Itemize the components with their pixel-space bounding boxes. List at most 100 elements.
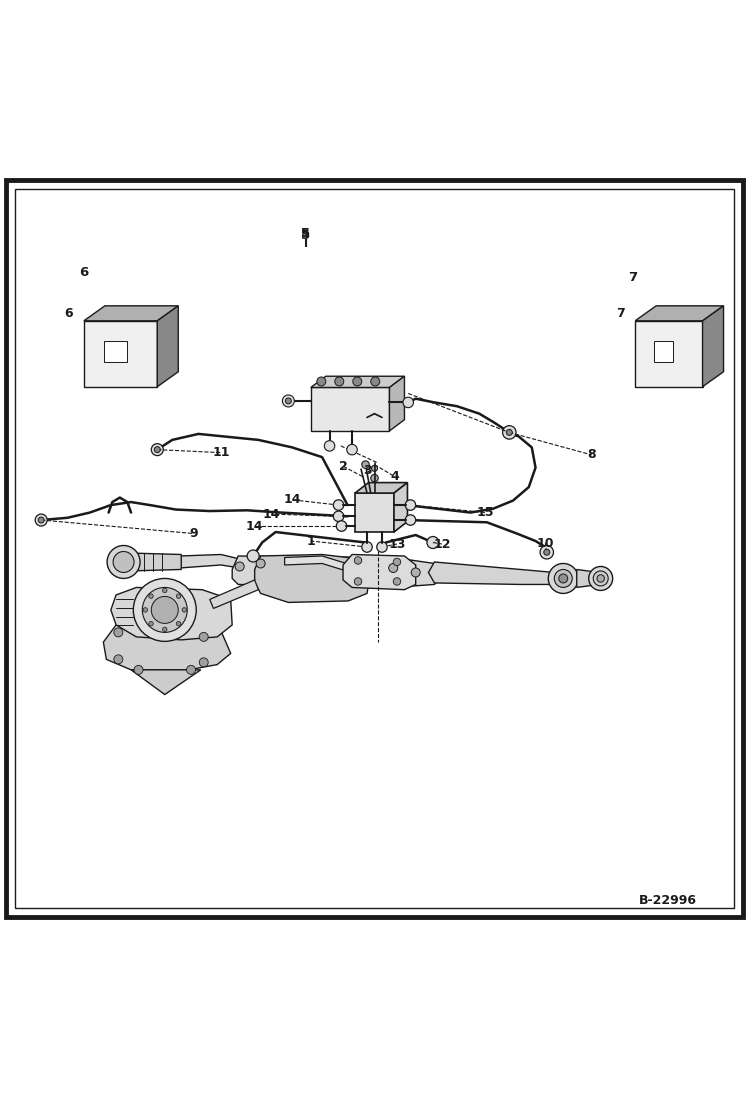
Polygon shape bbox=[104, 341, 127, 362]
Circle shape bbox=[163, 588, 167, 592]
Circle shape bbox=[593, 570, 608, 586]
Text: 7: 7 bbox=[616, 307, 625, 320]
Circle shape bbox=[427, 536, 439, 548]
Circle shape bbox=[353, 377, 362, 386]
Polygon shape bbox=[129, 553, 181, 570]
Polygon shape bbox=[355, 493, 394, 532]
Circle shape bbox=[362, 461, 369, 468]
Circle shape bbox=[335, 377, 344, 386]
Circle shape bbox=[503, 426, 516, 439]
Polygon shape bbox=[84, 306, 178, 320]
Polygon shape bbox=[355, 483, 407, 493]
Polygon shape bbox=[311, 387, 389, 431]
Circle shape bbox=[113, 552, 134, 573]
Text: 10: 10 bbox=[536, 536, 554, 550]
Text: 7: 7 bbox=[628, 271, 637, 284]
Circle shape bbox=[336, 521, 347, 531]
Circle shape bbox=[199, 658, 208, 667]
Text: I: I bbox=[303, 239, 308, 249]
Circle shape bbox=[324, 441, 335, 451]
Text: 6: 6 bbox=[64, 307, 73, 320]
Polygon shape bbox=[131, 670, 201, 694]
Polygon shape bbox=[210, 580, 258, 609]
Circle shape bbox=[354, 578, 362, 585]
Circle shape bbox=[347, 444, 357, 455]
Circle shape bbox=[405, 500, 416, 510]
Text: 4: 4 bbox=[390, 471, 399, 483]
Circle shape bbox=[371, 474, 378, 482]
Polygon shape bbox=[635, 306, 724, 320]
Circle shape bbox=[548, 564, 578, 593]
Circle shape bbox=[597, 575, 604, 583]
Circle shape bbox=[333, 500, 344, 510]
Circle shape bbox=[506, 429, 512, 436]
Polygon shape bbox=[635, 320, 703, 387]
Polygon shape bbox=[654, 341, 673, 362]
Circle shape bbox=[199, 632, 208, 642]
Circle shape bbox=[285, 398, 291, 404]
Circle shape bbox=[559, 574, 568, 583]
Circle shape bbox=[403, 397, 413, 408]
Text: 1: 1 bbox=[306, 534, 315, 547]
Polygon shape bbox=[703, 306, 724, 387]
Polygon shape bbox=[103, 625, 231, 670]
Circle shape bbox=[371, 377, 380, 386]
Text: 5: 5 bbox=[301, 227, 310, 239]
Circle shape bbox=[149, 593, 154, 598]
Text: I: I bbox=[303, 239, 308, 249]
Circle shape bbox=[393, 558, 401, 566]
Circle shape bbox=[589, 566, 613, 590]
Circle shape bbox=[247, 550, 259, 562]
Circle shape bbox=[107, 545, 140, 578]
Circle shape bbox=[151, 597, 178, 623]
Text: 14: 14 bbox=[246, 520, 264, 532]
Circle shape bbox=[114, 655, 123, 664]
Polygon shape bbox=[157, 306, 178, 387]
Circle shape bbox=[38, 517, 44, 523]
Circle shape bbox=[114, 627, 123, 637]
Text: 5: 5 bbox=[301, 229, 310, 242]
Text: 15: 15 bbox=[476, 506, 494, 519]
Text: 11: 11 bbox=[212, 446, 230, 460]
Circle shape bbox=[405, 514, 416, 525]
Polygon shape bbox=[232, 556, 442, 588]
Circle shape bbox=[256, 559, 265, 568]
Polygon shape bbox=[389, 376, 404, 431]
Polygon shape bbox=[311, 376, 404, 387]
Text: 13: 13 bbox=[388, 538, 406, 551]
Polygon shape bbox=[343, 554, 416, 590]
Circle shape bbox=[142, 588, 187, 632]
Circle shape bbox=[377, 542, 387, 552]
Polygon shape bbox=[255, 554, 371, 602]
Circle shape bbox=[154, 446, 160, 453]
Circle shape bbox=[235, 562, 244, 570]
Circle shape bbox=[149, 621, 154, 626]
Text: B-22996: B-22996 bbox=[639, 894, 697, 907]
Circle shape bbox=[187, 666, 195, 675]
Circle shape bbox=[143, 608, 148, 612]
Polygon shape bbox=[394, 483, 407, 532]
Text: 3: 3 bbox=[363, 464, 372, 477]
Circle shape bbox=[362, 542, 372, 552]
Polygon shape bbox=[180, 554, 240, 568]
Polygon shape bbox=[577, 569, 599, 588]
Circle shape bbox=[393, 578, 401, 585]
Text: 5: 5 bbox=[301, 227, 310, 239]
Text: 6: 6 bbox=[79, 267, 88, 280]
Polygon shape bbox=[285, 556, 371, 578]
Text: 8: 8 bbox=[587, 449, 596, 462]
Circle shape bbox=[544, 550, 550, 555]
Circle shape bbox=[554, 569, 572, 588]
Text: 9: 9 bbox=[189, 527, 198, 540]
Text: 2: 2 bbox=[339, 460, 348, 473]
Circle shape bbox=[163, 627, 167, 632]
Text: 14: 14 bbox=[262, 508, 280, 521]
Text: 14: 14 bbox=[283, 494, 301, 507]
Circle shape bbox=[372, 465, 377, 472]
Text: 12: 12 bbox=[433, 538, 451, 551]
Polygon shape bbox=[84, 320, 157, 387]
Circle shape bbox=[389, 564, 398, 573]
Circle shape bbox=[35, 514, 47, 527]
Circle shape bbox=[282, 395, 294, 407]
Circle shape bbox=[134, 666, 143, 675]
